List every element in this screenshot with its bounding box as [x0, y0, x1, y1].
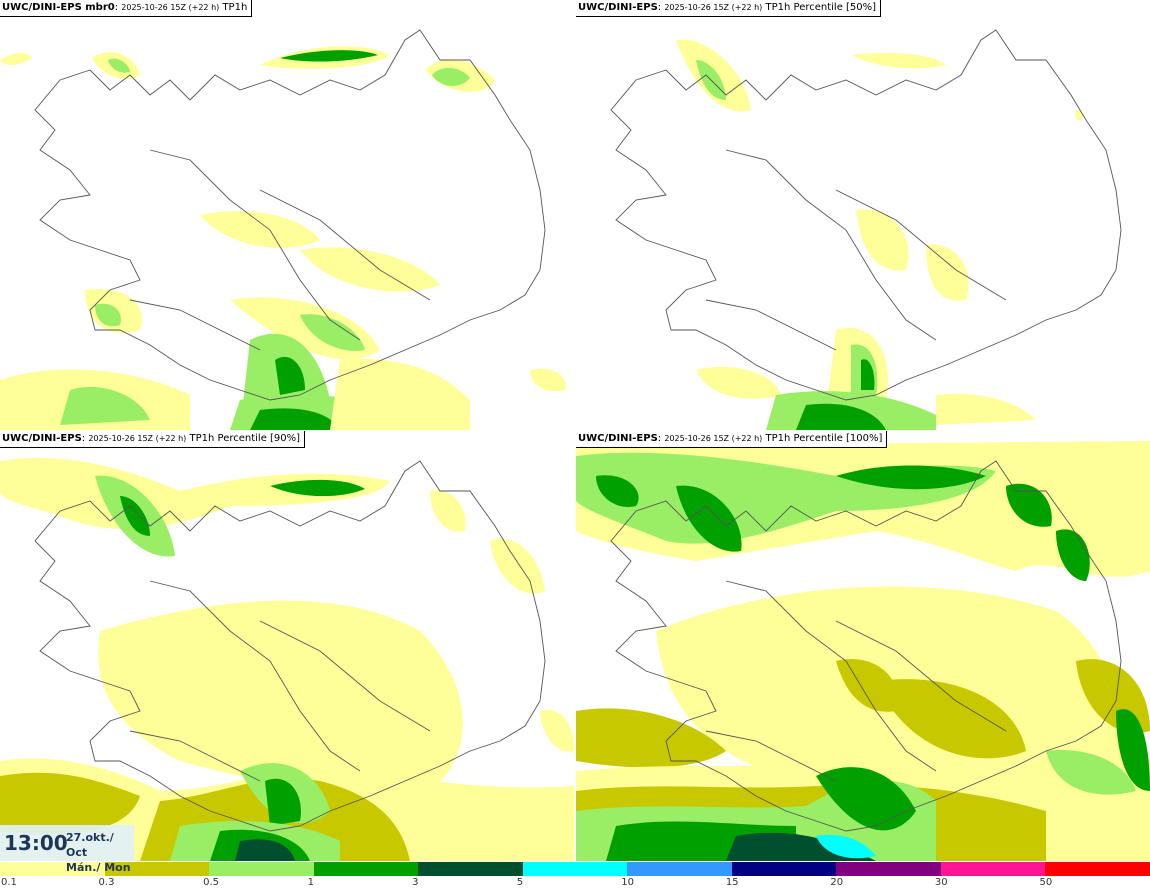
coastline	[34, 460, 546, 832]
precip-field	[0, 457, 574, 861]
valid-time-box: 13:00 27.okt./ Oct Mán./ Mon	[0, 825, 134, 874]
precip-field	[676, 39, 1084, 430]
field-name: TP1h Percentile [90%]	[189, 433, 301, 444]
legend-tick-label: 0.5	[203, 877, 219, 888]
field-name: TP1h Percentile [100%]	[765, 433, 883, 444]
legend-swatch	[522, 862, 628, 876]
legend-tick-label: 0.3	[98, 877, 115, 888]
date-label: 27.okt./ Oct	[66, 831, 114, 859]
legend-swatch	[313, 862, 419, 876]
coastline	[610, 460, 1122, 832]
day-label: Mán./ Mon	[66, 861, 131, 874]
legend-swatch	[731, 862, 837, 876]
model-name: UWC/DINI-EPS	[578, 433, 658, 444]
precip-map	[576, 441, 1150, 861]
color-scale-legend: 0.1 0.3 0.5 1 3 5 10 15 20 30 50	[0, 862, 1150, 891]
run-time: 2025-10-26 15Z (+22 h)	[121, 3, 220, 12]
legend-swatch	[418, 862, 524, 876]
precip-map	[0, 29, 566, 430]
field-name: TP1h Percentile [50%]	[765, 2, 877, 13]
legend-swatch	[836, 862, 942, 876]
legend-tick-label: 3	[412, 877, 419, 888]
precip-map	[610, 29, 1122, 430]
legend-tick-label: 50	[1039, 877, 1053, 888]
panel-header: UWC/DINI-EPS mbr0: 2025-10-26 15Z (+22 h…	[0, 0, 253, 17]
panel-header: UWC/DINI-EPS: 2025-10-26 15Z (+22 h) TP1…	[0, 431, 306, 448]
panel-header: UWC/DINI-EPS: 2025-10-26 15Z (+22 h) TP1…	[576, 431, 888, 448]
panel-header: UWC/DINI-EPS: 2025-10-26 15Z (+22 h) TP1…	[576, 0, 882, 17]
model-name: UWC/DINI-EPS	[2, 433, 82, 444]
map-panel-p100: UWC/DINI-EPS: 2025-10-26 15Z (+22 h) TP1…	[576, 431, 1150, 861]
legend-tick-label: 1	[307, 877, 314, 888]
model-name: UWC/DINI-EPS mbr0	[2, 2, 115, 13]
run-time: 2025-10-26 15Z (+22 h)	[88, 434, 187, 443]
legend-tick-label: 0.1	[1, 877, 17, 888]
precip-map	[0, 457, 574, 861]
valid-date: 27.okt./ Oct Mán./ Mon	[66, 830, 134, 875]
field-name: TP1h	[222, 2, 248, 13]
legend-swatch	[627, 862, 733, 876]
map-panel-p50: UWC/DINI-EPS: 2025-10-26 15Z (+22 h) TP1…	[576, 0, 1150, 430]
legend-tick-label: 10	[621, 877, 634, 888]
valid-time: 13:00	[4, 831, 68, 855]
legend-tick-label: 20	[830, 877, 844, 888]
precip-field	[0, 46, 566, 430]
precip-field	[576, 441, 1150, 861]
run-time: 2025-10-26 15Z (+22 h)	[664, 434, 763, 443]
legend-tick-label: 30	[934, 877, 948, 888]
legend-swatch	[209, 862, 315, 876]
map-panel-p90: UWC/DINI-EPS: 2025-10-26 15Z (+22 h) TP1…	[0, 431, 574, 861]
coastline	[34, 29, 546, 401]
legend-swatch	[1045, 862, 1150, 876]
legend-swatch	[0, 862, 106, 876]
model-name: UWC/DINI-EPS	[578, 2, 658, 13]
legend-swatch	[940, 862, 1046, 876]
legend-tick-label: 15	[725, 877, 739, 888]
run-time: 2025-10-26 15Z (+22 h)	[664, 3, 763, 12]
legend-swatch	[104, 862, 210, 876]
map-panel-mbr0: UWC/DINI-EPS mbr0: 2025-10-26 15Z (+22 h…	[0, 0, 574, 430]
coastline	[610, 29, 1122, 401]
legend-tick-label: 5	[516, 877, 524, 888]
